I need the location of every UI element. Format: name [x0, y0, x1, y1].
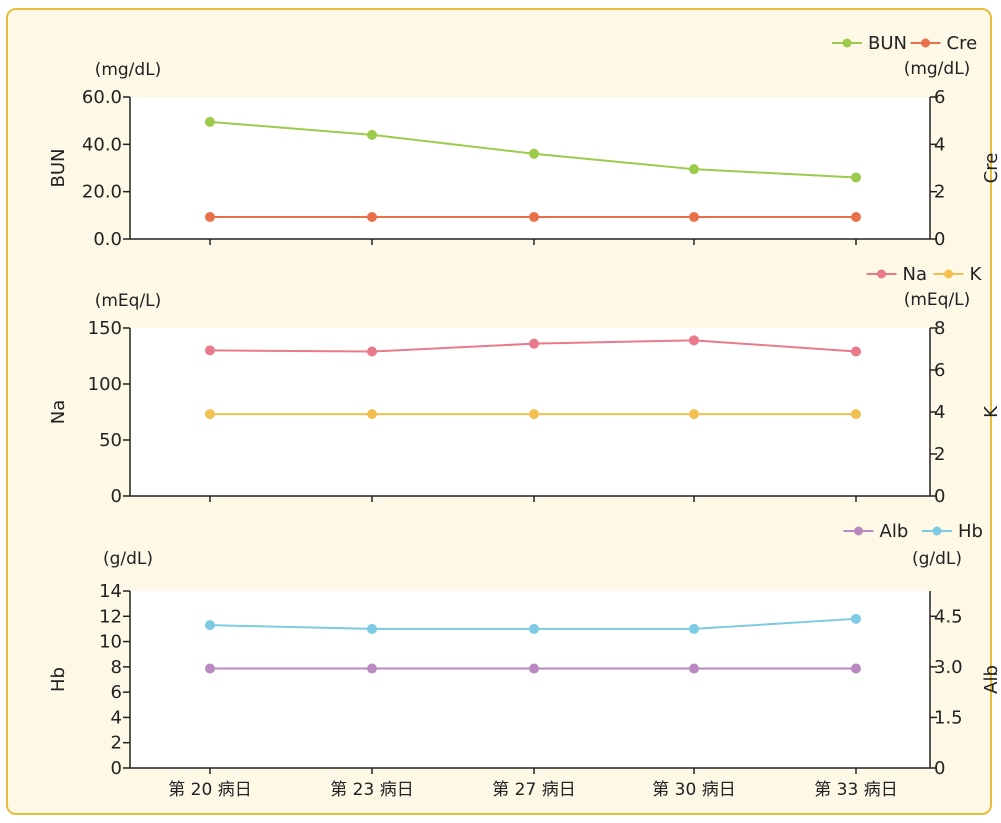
data-point-k — [367, 409, 377, 420]
legend-label: Hb — [958, 521, 983, 542]
data-point-cre — [205, 211, 215, 222]
right-tick-label: 0 — [934, 486, 945, 507]
data-point-alb — [367, 663, 377, 674]
right-tick-label: 8 — [934, 318, 945, 339]
right-tick-label: 0 — [934, 758, 945, 779]
chart-panel-3: 0 2 4 6 8 10 12 14 0 1.5 3.0 4.5 (g/dL) (g/dL) Hb Alb Hb… — [48, 521, 1001, 800]
left-tick-label: 4 — [111, 707, 122, 728]
legend-label: Cre — [947, 33, 978, 54]
legend-marker — [932, 526, 942, 536]
data-point-hb — [367, 623, 377, 634]
left-tick-label: 0.0 — [93, 229, 122, 250]
data-point-na — [529, 338, 539, 349]
data-point-k — [689, 409, 699, 420]
data-point-cre — [529, 211, 539, 222]
left-tick-label: 12 — [99, 606, 122, 627]
legend-marker — [944, 269, 953, 279]
left-tick-label: 8 — [111, 657, 122, 678]
plot-area — [130, 591, 930, 768]
right-axis-unit: (mEq/L) — [904, 290, 971, 310]
left-tick-label: 0 — [111, 758, 122, 779]
x-tick-label: 第 27 病日 — [492, 780, 575, 800]
data-point-cre — [851, 211, 861, 222]
data-point-bun — [367, 129, 377, 140]
left-tick-label: 6 — [111, 682, 122, 703]
legend-marker — [854, 526, 863, 536]
data-point-na — [851, 346, 861, 357]
data-point-cre — [689, 211, 699, 222]
data-point-bun — [689, 164, 699, 175]
left-tick-label: 150 — [88, 318, 122, 339]
data-point-alb — [851, 663, 861, 674]
data-point-na — [689, 335, 699, 346]
right-tick-label: 6 — [934, 360, 945, 381]
left-axis-title: Hb — [48, 667, 69, 692]
data-point-alb — [689, 663, 699, 674]
data-point-hb — [529, 623, 539, 634]
left-axis-title: Na — [48, 400, 69, 425]
right-axis-title: K — [981, 405, 1001, 418]
left-axis-unit: (mg/dL) — [95, 60, 162, 80]
x-tick-label: 第 20 病日 — [168, 780, 251, 800]
right-axis-unit: (mg/dL) — [904, 59, 971, 79]
right-axis-title: Cre — [981, 153, 1001, 184]
right-tick-label: 2 — [934, 182, 945, 203]
left-tick-label: 100 — [88, 374, 122, 395]
legend-marker — [921, 38, 930, 48]
legend-label: BUN — [868, 33, 907, 54]
left-tick-label: 60.0 — [82, 87, 122, 108]
left-axis-unit: (g/dL) — [103, 549, 153, 569]
data-point-k — [205, 409, 215, 420]
data-point-cre — [367, 211, 377, 222]
right-tick-label: 1.5 — [934, 707, 963, 728]
left-tick-label: 40.0 — [82, 134, 122, 155]
data-point-bun — [205, 116, 215, 127]
data-point-hb — [851, 613, 861, 624]
left-tick-label: 50 — [99, 430, 122, 451]
legend-marker — [842, 38, 852, 48]
legend-label: K — [970, 264, 983, 285]
right-tick-label: 6 — [934, 87, 945, 108]
chart-panel-1: 0.0 20.0 40.0 60.0 0 2 4 6 (mg/dL) (mg/dL) BUN Cre C… — [48, 33, 1001, 250]
data-point-k — [529, 409, 539, 420]
left-tick-label: 20.0 — [82, 182, 122, 203]
data-point-alb — [529, 663, 539, 674]
right-tick-label: 0 — [934, 229, 945, 250]
data-point-alb — [205, 663, 215, 674]
x-tick-label: 第 23 病日 — [330, 780, 413, 800]
data-point-k — [851, 409, 861, 420]
legend-marker — [877, 269, 886, 279]
data-point-na — [205, 345, 215, 356]
right-tick-label: 2 — [934, 444, 945, 465]
left-tick-label: 14 — [99, 581, 122, 602]
x-tick-label: 第 30 病日 — [652, 780, 735, 800]
left-axis-unit: (mEq/L) — [95, 291, 162, 311]
x-tick-label: 第 33 病日 — [814, 780, 897, 800]
right-tick-label: 4 — [934, 134, 945, 155]
data-point-hb — [205, 620, 215, 631]
right-tick-label: 4 — [934, 402, 945, 423]
legend-label: Alb — [880, 521, 909, 542]
right-tick-label: 3.0 — [934, 657, 963, 678]
right-axis-title: Alb — [981, 665, 1001, 694]
data-point-bun — [529, 148, 539, 159]
left-tick-label: 10 — [99, 632, 122, 653]
right-axis-unit: (g/dL) — [912, 549, 962, 569]
left-axis-title: BUN — [48, 149, 69, 188]
data-point-bun — [851, 172, 861, 183]
left-tick-label: 0 — [111, 486, 122, 507]
legend-label: Na — [903, 264, 928, 285]
right-tick-label: 4.5 — [934, 606, 963, 627]
left-tick-label: 2 — [111, 733, 122, 754]
chart-panel-2: 0 50 100 150 0 2 4 6 8 (mEq/L) (mEq/L) Na K K Na — [48, 264, 1001, 507]
data-point-na — [367, 346, 377, 357]
data-point-hb — [689, 623, 699, 634]
